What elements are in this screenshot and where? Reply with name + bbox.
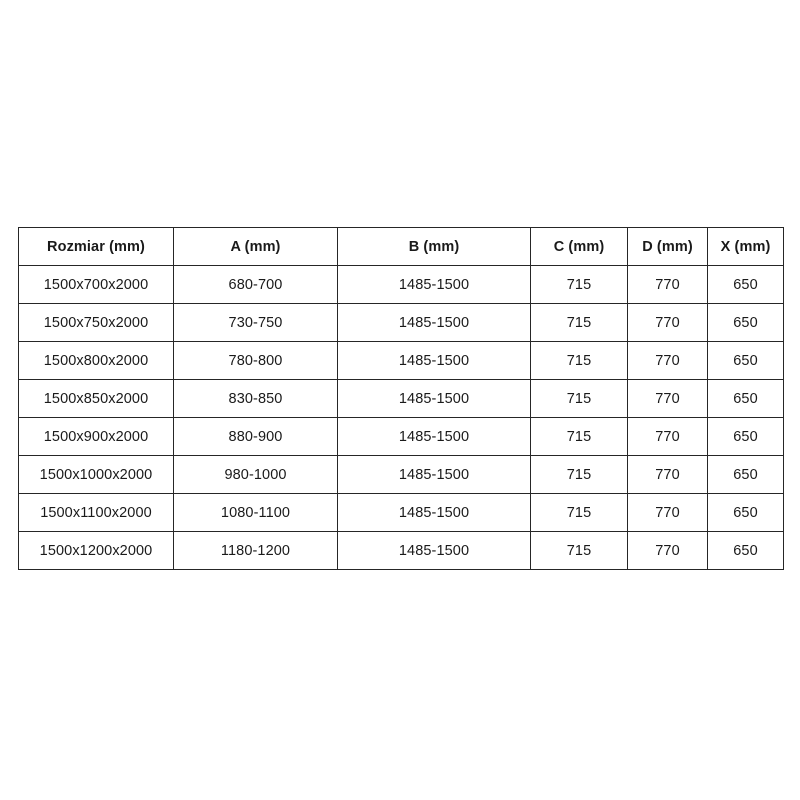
cell-c: 715 — [530, 493, 628, 532]
cell-rozmiar: 1500x1100x2000 — [18, 493, 174, 532]
cell-x: 650 — [707, 303, 784, 342]
cell-rozmiar: 1500x1000x2000 — [18, 455, 174, 494]
table-row: 1500x1200x2000 1180-1200 1485-1500 715 7… — [18, 531, 784, 570]
cell-a: 780-800 — [173, 341, 338, 380]
cell-d: 770 — [627, 341, 708, 380]
cell-b: 1485-1500 — [337, 531, 531, 570]
cell-x: 650 — [707, 265, 784, 304]
cell-x: 650 — [707, 493, 784, 532]
cell-b: 1485-1500 — [337, 493, 531, 532]
cell-a: 830-850 — [173, 379, 338, 418]
cell-x: 650 — [707, 341, 784, 380]
cell-d: 770 — [627, 455, 708, 494]
cell-b: 1485-1500 — [337, 303, 531, 342]
cell-a: 1180-1200 — [173, 531, 338, 570]
cell-d: 770 — [627, 265, 708, 304]
table-header: Rozmiar (mm) A (mm) B (mm) C (mm) D (mm)… — [18, 227, 784, 266]
dimensions-table-container: Rozmiar (mm) A (mm) B (mm) C (mm) D (mm)… — [18, 227, 784, 570]
cell-x: 650 — [707, 379, 784, 418]
cell-x: 650 — [707, 455, 784, 494]
cell-c: 715 — [530, 303, 628, 342]
column-header-a: A (mm) — [173, 227, 338, 266]
cell-rozmiar: 1500x800x2000 — [18, 341, 174, 380]
table-row: 1500x750x2000 730-750 1485-1500 715 770 … — [18, 303, 784, 342]
table-row: 1500x850x2000 830-850 1485-1500 715 770 … — [18, 379, 784, 418]
cell-a: 680-700 — [173, 265, 338, 304]
cell-a: 980-1000 — [173, 455, 338, 494]
cell-c: 715 — [530, 379, 628, 418]
column-header-d: D (mm) — [627, 227, 708, 266]
table-row: 1500x800x2000 780-800 1485-1500 715 770 … — [18, 341, 784, 380]
cell-rozmiar: 1500x900x2000 — [18, 417, 174, 456]
table-row: 1500x900x2000 880-900 1485-1500 715 770 … — [18, 417, 784, 456]
table-row: 1500x1000x2000 980-1000 1485-1500 715 77… — [18, 455, 784, 494]
cell-rozmiar: 1500x750x2000 — [18, 303, 174, 342]
cell-x: 650 — [707, 417, 784, 456]
cell-d: 770 — [627, 531, 708, 570]
column-header-rozmiar: Rozmiar (mm) — [18, 227, 174, 266]
cell-b: 1485-1500 — [337, 379, 531, 418]
cell-a: 880-900 — [173, 417, 338, 456]
column-header-b: B (mm) — [337, 227, 531, 266]
cell-d: 770 — [627, 493, 708, 532]
cell-a: 730-750 — [173, 303, 338, 342]
cell-c: 715 — [530, 417, 628, 456]
table-header-row: Rozmiar (mm) A (mm) B (mm) C (mm) D (mm)… — [18, 227, 784, 266]
cell-c: 715 — [530, 265, 628, 304]
table-row: 1500x700x2000 680-700 1485-1500 715 770 … — [18, 265, 784, 304]
table-body: 1500x700x2000 680-700 1485-1500 715 770 … — [18, 265, 784, 570]
cell-x: 650 — [707, 531, 784, 570]
cell-d: 770 — [627, 379, 708, 418]
cell-rozmiar: 1500x850x2000 — [18, 379, 174, 418]
cell-a: 1080-1100 — [173, 493, 338, 532]
column-header-x: X (mm) — [707, 227, 784, 266]
cell-c: 715 — [530, 455, 628, 494]
cell-d: 770 — [627, 303, 708, 342]
cell-rozmiar: 1500x700x2000 — [18, 265, 174, 304]
cell-b: 1485-1500 — [337, 341, 531, 380]
cell-b: 1485-1500 — [337, 417, 531, 456]
cell-b: 1485-1500 — [337, 265, 531, 304]
table-row: 1500x1100x2000 1080-1100 1485-1500 715 7… — [18, 493, 784, 532]
cell-b: 1485-1500 — [337, 455, 531, 494]
cell-rozmiar: 1500x1200x2000 — [18, 531, 174, 570]
cell-d: 770 — [627, 417, 708, 456]
cell-c: 715 — [530, 531, 628, 570]
dimensions-table: Rozmiar (mm) A (mm) B (mm) C (mm) D (mm)… — [18, 227, 784, 570]
column-header-c: C (mm) — [530, 227, 628, 266]
cell-c: 715 — [530, 341, 628, 380]
